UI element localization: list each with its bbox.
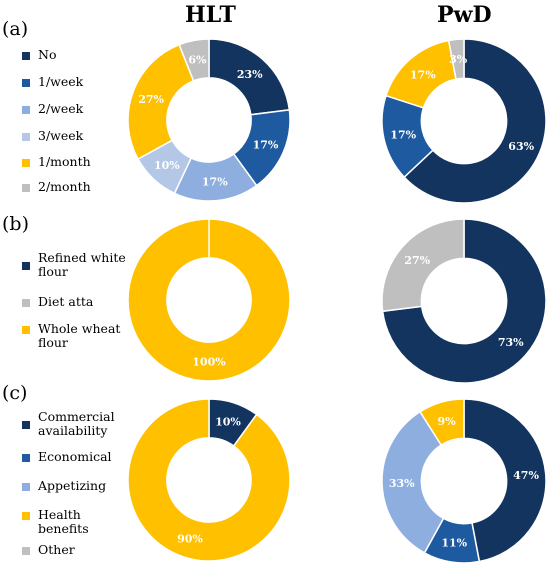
- data-label-1-month: 17%: [410, 68, 436, 81]
- donut-slice-diet-atta: [381, 218, 465, 313]
- legend-label: Commercial availability: [38, 409, 115, 438]
- legend-label: Whole wheat flour: [38, 321, 121, 350]
- legend-swatch: [22, 159, 30, 167]
- legend-item-refined-white-flour: Refined white flour: [22, 251, 126, 279]
- data-label-appetizing: 33%: [389, 477, 415, 490]
- legend-swatch: [22, 326, 30, 334]
- donut-slice-health-benefits: [419, 398, 465, 447]
- donut-slice-no: [403, 38, 547, 204]
- legend-label: 2/month: [38, 179, 91, 194]
- legend-label: Other: [38, 542, 75, 557]
- donut-chart-c-hlt: 10% 90%: [127, 398, 291, 562]
- legend-swatch: [22, 79, 30, 87]
- data-label-whole-wheat-flour: 100%: [192, 356, 226, 369]
- legend-item-health-benefits: Health benefits: [22, 508, 89, 536]
- legend-swatch: [22, 299, 30, 307]
- legend-label: Appetizing: [38, 478, 107, 493]
- donut-slice-refined-white-flour: [381, 218, 547, 384]
- panel-b-label: (b): [2, 213, 29, 235]
- data-label-health-benefits: 9%: [438, 415, 457, 428]
- data-label-health-benefits: 90%: [177, 533, 203, 546]
- legend-label: Diet atta: [38, 294, 94, 309]
- donut-chart-c-pwd: 47% 11% 33% 9%: [381, 398, 547, 564]
- donut-chart-b-pwd: 73% 27%: [381, 218, 547, 384]
- legend-swatch: [22, 483, 30, 491]
- legend-label: No: [38, 47, 57, 62]
- donut-slice-appetizing: [381, 410, 445, 554]
- data-label-commercial-availability: 10%: [215, 415, 241, 428]
- legend-swatch: [22, 547, 30, 555]
- legend-label: 1/month: [38, 154, 91, 169]
- legend-item-whole-wheat-flour: Whole wheat flour: [22, 322, 120, 350]
- legend-swatch: [22, 133, 30, 141]
- legend-item-other: Other: [22, 543, 75, 557]
- panel-a-label: (a): [2, 18, 29, 40]
- donut-slice-2-month: [447, 38, 465, 80]
- donut-slice-2-month: [178, 38, 210, 82]
- legend-item-1-month: 1/month: [22, 155, 91, 169]
- legend-label: Refined white flour: [38, 250, 126, 279]
- data-label-1-week: 17%: [390, 129, 416, 142]
- legend-label: 2/week: [38, 101, 84, 116]
- data-label-no: 23%: [237, 68, 263, 81]
- legend-item-2-month: 2/month: [22, 180, 91, 194]
- data-label-1-month: 27%: [138, 93, 164, 106]
- legend-item-3-week: 3/week: [22, 129, 83, 143]
- data-label-no: 63%: [508, 140, 534, 153]
- panel-c-label: (c): [2, 382, 28, 404]
- legend-item-diet-atta: Diet atta: [22, 295, 93, 309]
- legend-swatch: [22, 262, 30, 270]
- donut-slice-whole-wheat-flour: [127, 218, 291, 382]
- data-label-1-week: 17%: [253, 138, 279, 151]
- legend-swatch: [22, 52, 30, 60]
- donut-chart-a-hlt: 23% 17% 17% 10% 27% 6%: [127, 38, 291, 202]
- legend-label: Health benefits: [38, 507, 89, 536]
- legend-label: Economical: [38, 449, 112, 464]
- hlt-column-title: HLT: [185, 2, 236, 28]
- data-label-economical: 11%: [441, 537, 467, 550]
- data-label-2-month: 3%: [449, 53, 468, 66]
- data-label-2-month: 6%: [188, 54, 207, 67]
- donut-slice-commercial-availability: [463, 398, 547, 563]
- legend-swatch: [22, 106, 30, 114]
- legend-item-2-week: 2/week: [22, 102, 83, 116]
- legend-swatch: [22, 454, 30, 462]
- legend-swatch: [22, 512, 30, 520]
- data-label-2-week: 17%: [202, 175, 228, 188]
- data-label-refined-white-flour: 73%: [498, 336, 524, 349]
- legend-swatch: [22, 421, 30, 429]
- legend-item-economical: Economical: [22, 450, 112, 464]
- legend-swatch: [22, 184, 30, 192]
- data-label-diet-atta: 27%: [404, 254, 430, 267]
- data-label-3-week: 10%: [154, 159, 180, 172]
- legend-label: 1/week: [38, 74, 84, 89]
- donut-slice-1-month: [127, 43, 195, 161]
- donut-slice-health-benefits: [127, 398, 291, 562]
- legend-item-no: No: [22, 48, 56, 62]
- legend-item-commercial-availability: Commercial availability: [22, 410, 115, 438]
- legend-label: 3/week: [38, 128, 84, 143]
- data-label-commercial-availability: 47%: [513, 469, 539, 482]
- legend-item-appetizing: Appetizing: [22, 479, 106, 493]
- pwd-column-title: PwD: [437, 2, 492, 28]
- legend-item-1-week: 1/week: [22, 75, 83, 89]
- donut-chart-b-hlt: 100%: [127, 218, 291, 382]
- donut-chart-a-pwd: 63% 17% 17% 3%: [381, 38, 547, 204]
